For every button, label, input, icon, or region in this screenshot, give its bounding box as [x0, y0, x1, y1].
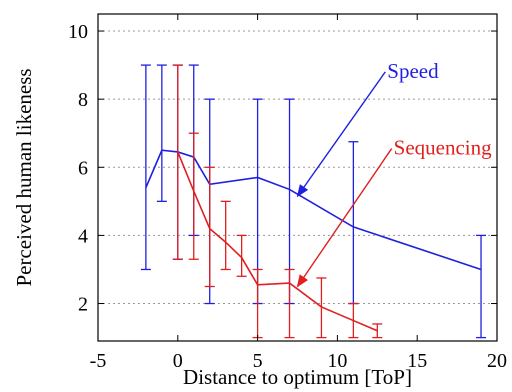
x-tick-label: -5 [90, 350, 107, 372]
plot-frame [97, 13, 498, 342]
x-tick-label: 10 [327, 350, 347, 372]
sequencing-annotation-arrow [296, 148, 393, 288]
x-tick-label: 5 [253, 350, 263, 372]
tick-layer: 2 4 6 8 10 -5 0 5 10 15 20 [68, 14, 507, 372]
x-axis-label: Distance to optimum [ToP] [183, 365, 412, 389]
y-tick-label: 2 [78, 294, 88, 316]
y-tick-label: 4 [78, 225, 88, 247]
x-tick-label: 0 [173, 350, 183, 372]
speed-annotation-arrow [296, 71, 386, 198]
x-tick-label: 15 [407, 350, 427, 372]
grid [98, 30, 497, 305]
y-tick-label: 6 [78, 157, 88, 179]
y-tick-label: 10 [68, 21, 88, 43]
series-speed [140, 64, 487, 339]
sequencing-annotation-label: Sequencing [394, 136, 492, 160]
sequencing-line [177, 151, 378, 332]
series-sequencing [172, 64, 383, 339]
y-tick-label: 8 [78, 89, 88, 111]
annotation-layer: Speed Sequencing [296, 59, 492, 288]
y-axis-label: Perceived human likeness [12, 68, 36, 286]
x-tick-label: 20 [487, 350, 507, 372]
speed-line [145, 149, 482, 271]
series-layer [140, 64, 487, 339]
speed-annotation-label: Speed [387, 59, 439, 83]
